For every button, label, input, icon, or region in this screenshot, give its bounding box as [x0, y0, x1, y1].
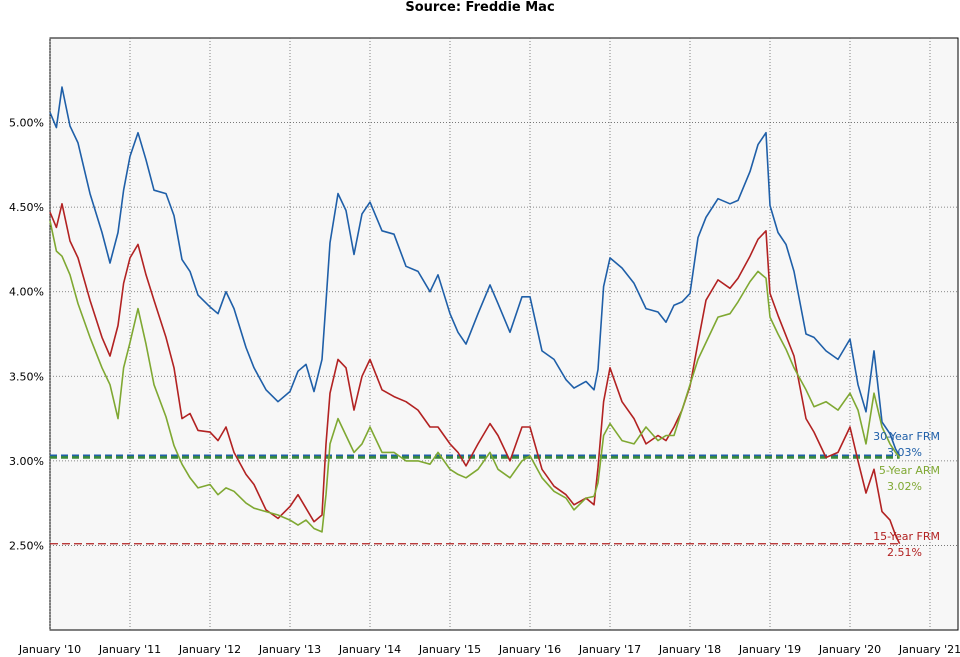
plot-area [49, 37, 959, 631]
x-tick-label: January '16 [498, 643, 561, 656]
series-end-value-label: 2.51% [887, 546, 922, 559]
y-tick-label: 2.50% [9, 539, 44, 552]
y-tick-label: 3.50% [9, 370, 44, 383]
series-name-label: 5-Year ARM [879, 464, 940, 477]
chart-title: Source: Freddie Mac [405, 0, 555, 15]
y-tick-label: 4.00% [9, 286, 44, 299]
series-line [49, 203, 901, 545]
y-tick-label: 3.00% [9, 455, 44, 468]
series-name-label: 30-Year FRM [873, 430, 940, 443]
y-tick-label: 4.50% [9, 201, 44, 214]
series-name-label: 15-Year FRM [873, 530, 940, 543]
x-tick-label: January '11 [98, 643, 161, 656]
x-tick-label: January '13 [258, 643, 321, 656]
series-line [49, 86, 901, 457]
series-end-value-label: 3.02% [887, 480, 922, 493]
series-line [49, 220, 901, 533]
x-tick-label: January '14 [338, 643, 401, 656]
y-tick-label: 5.00% [9, 117, 44, 130]
x-tick-label: January '10 [18, 643, 81, 656]
x-tick-label: January '20 [818, 643, 881, 656]
x-tick-label: January '21 [898, 643, 960, 656]
x-tick-label: January '15 [418, 643, 481, 656]
x-tick-label: January '19 [738, 643, 801, 656]
x-tick-label: January '17 [578, 643, 641, 656]
x-tick-label: January '12 [178, 643, 241, 656]
series-end-value-label: 3.03% [887, 446, 922, 459]
x-tick-label: January '18 [658, 643, 721, 656]
